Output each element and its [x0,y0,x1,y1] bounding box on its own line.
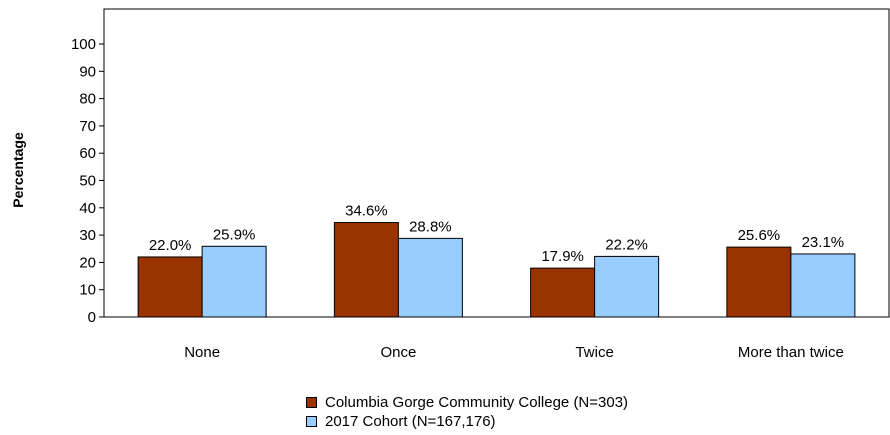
legend: Columbia Gorge Community College (N=303)… [306,393,628,431]
bar [397,237,463,318]
y-tick-label: 90 [79,63,96,80]
y-tick-label: 20 [79,254,96,271]
y-tick-label: 60 [79,145,96,162]
legend-entry-series-1: Columbia Gorge Community College (N=303) [306,393,628,412]
data-label: 17.9% [541,248,584,265]
y-axis: 0 10 20 30 40 50 60 70 80 90 100 [71,36,104,326]
data-label: 22.0% [149,237,192,254]
bar [201,245,267,318]
x-tick-label: Twice [575,344,613,361]
y-tick-label: 30 [79,227,96,244]
y-tick-label: 10 [79,282,96,299]
y-tick-label: 50 [79,173,96,190]
x-tick-label: More than twice [738,344,844,361]
bar [137,256,203,318]
x-tick-label: Once [380,344,416,361]
data-label: 23.1% [802,234,845,251]
bar [594,255,660,318]
bar [530,267,596,318]
plot-frame [103,8,890,318]
data-label: 25.6% [738,227,781,244]
x-tick-label: None [184,344,220,361]
legend-swatch-series-2 [306,416,317,427]
bar [333,222,399,318]
y-tick-label: 80 [79,91,96,108]
y-tick-label: 70 [79,118,96,135]
y-tick-label: 0 [88,309,96,326]
legend-entry-series-2: 2017 Cohort (N=167,176) [306,412,628,431]
y-tick-label: 40 [79,200,96,217]
y-axis-label: Percentage [10,132,26,208]
legend-swatch-series-1 [306,397,317,408]
legend-label-series-2: 2017 Cohort (N=167,176) [325,413,496,430]
data-label: 28.8% [409,218,452,235]
legend-label-series-1: Columbia Gorge Community College (N=303) [325,394,629,411]
data-label: 34.6% [345,203,388,220]
bar [726,246,792,318]
x-axis: None Once Twice More than twice [184,344,844,361]
data-label: 22.2% [605,236,648,253]
data-label: 25.9% [213,226,256,243]
y-tick-label: 100 [71,36,96,53]
bars: 22.0% 25.9% 34.6% 28.8% 17.9% 22.2% 25.6% 23.1% [137,203,856,318]
bar [790,253,856,318]
